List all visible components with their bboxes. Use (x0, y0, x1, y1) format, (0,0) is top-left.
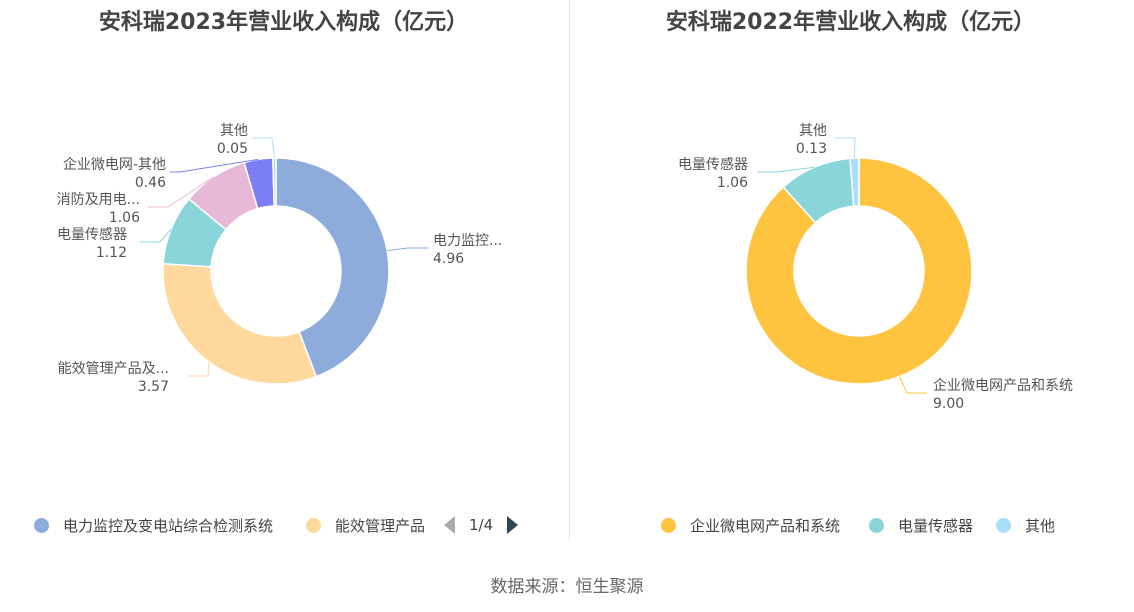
label-leader-line (170, 158, 259, 173)
chart-2022: 安科瑞2022年营业收入构成（亿元） 企业微电网产品和系统 9.00 电量传感器 1.… (567, 0, 1134, 560)
legend-dot (996, 517, 1011, 533)
slice-value-label: 0.46 (135, 175, 166, 191)
legend-prev-page-icon[interactable] (444, 516, 455, 534)
donut-slice[interactable] (162, 262, 318, 385)
legend-label: 电力监控及变电站综合检测系统 (63, 516, 274, 535)
label-leader-line (387, 247, 428, 252)
legend-next-page-icon[interactable] (507, 516, 519, 534)
slice-label: 企业微电网-其他 (63, 156, 166, 173)
legend-item[interactable]: 电力监控及变电站综合检测系统 (34, 512, 273, 538)
donut-slice[interactable] (275, 157, 390, 378)
donut-chart-2022: 企业微电网产品和系统 9.00 电量传感器 1.06 其他 0.13 (678, 123, 1073, 412)
label-leader-line (899, 376, 927, 394)
legend-dot (869, 517, 884, 533)
slice-value-label: 9.00 (933, 396, 964, 412)
slice-value-label: 3.57 (138, 379, 169, 395)
legend-label: 其他 (1025, 516, 1056, 535)
label-leader-line (757, 166, 815, 173)
slice-label: 消防及用电... (57, 192, 140, 208)
slice-label: 电力监控... (433, 233, 502, 249)
slice-label: 其他 (220, 123, 248, 139)
label-leader-line (140, 228, 172, 243)
label-leader-line (148, 176, 215, 208)
legend-dot (306, 517, 321, 533)
donut-slice[interactable] (272, 157, 277, 207)
slice-value-label: 1.12 (96, 245, 127, 261)
legend-page-indicator: 1/4 (469, 516, 494, 534)
slice-value-label: 0.05 (217, 141, 248, 157)
legend-item[interactable]: 其他 (996, 512, 1055, 538)
slice-label: 企业微电网产品和系统 (933, 377, 1073, 394)
slice-value-label: 4.96 (433, 251, 464, 267)
legend-label: 企业微电网产品和系统 (690, 516, 841, 535)
legend-label: 电量传感器 (898, 516, 974, 535)
data-source: 数据来源：恒生聚源 (490, 577, 644, 597)
chart-title: 安科瑞2023年营业收入构成（亿元） (98, 10, 469, 35)
panel-divider (569, 0, 570, 540)
legend-item[interactable]: 能效管理产品 (306, 512, 425, 538)
slice-value-label: 1.06 (717, 175, 748, 191)
donut-chart-2023: 电力监控... 4.96 能效管理产品及... 3.57 电量传感器 1.12 消防及用电.… (57, 123, 503, 395)
legend-item[interactable]: 电量传感器 (869, 512, 973, 538)
chart-2023: 安科瑞2023年营业收入构成（亿元） 电力监控... 4.96 能效管理产品及...… (0, 0, 567, 560)
slice-label: 电量传感器 (678, 156, 748, 173)
slice-value-label: 1.06 (109, 210, 140, 226)
slice-label: 其他 (799, 123, 827, 139)
legend-pager: 1/4 (444, 512, 519, 538)
slice-label: 能效管理产品及... (58, 361, 169, 377)
slice-value-label: 0.13 (796, 141, 827, 157)
label-leader-line (252, 137, 275, 159)
legend: 企业微电网产品和系统 电量传感器 其他 (567, 512, 1134, 538)
label-leader-line (835, 137, 856, 159)
legend-dot (661, 517, 676, 533)
label-leader-line (188, 361, 210, 377)
donut-slice[interactable] (849, 157, 860, 208)
legend: 电力监控及变电站综合检测系统 能效管理产品 1/4 (0, 512, 567, 538)
chart-title: 安科瑞2022年营业收入构成（亿元） (665, 10, 1036, 35)
legend-item[interactable]: 企业微电网产品和系统 (661, 512, 840, 538)
donut-slice[interactable] (745, 157, 973, 385)
slice-label: 电量传感器 (57, 226, 127, 243)
legend-dot (34, 517, 49, 533)
legend-label: 能效管理产品 (335, 516, 426, 535)
